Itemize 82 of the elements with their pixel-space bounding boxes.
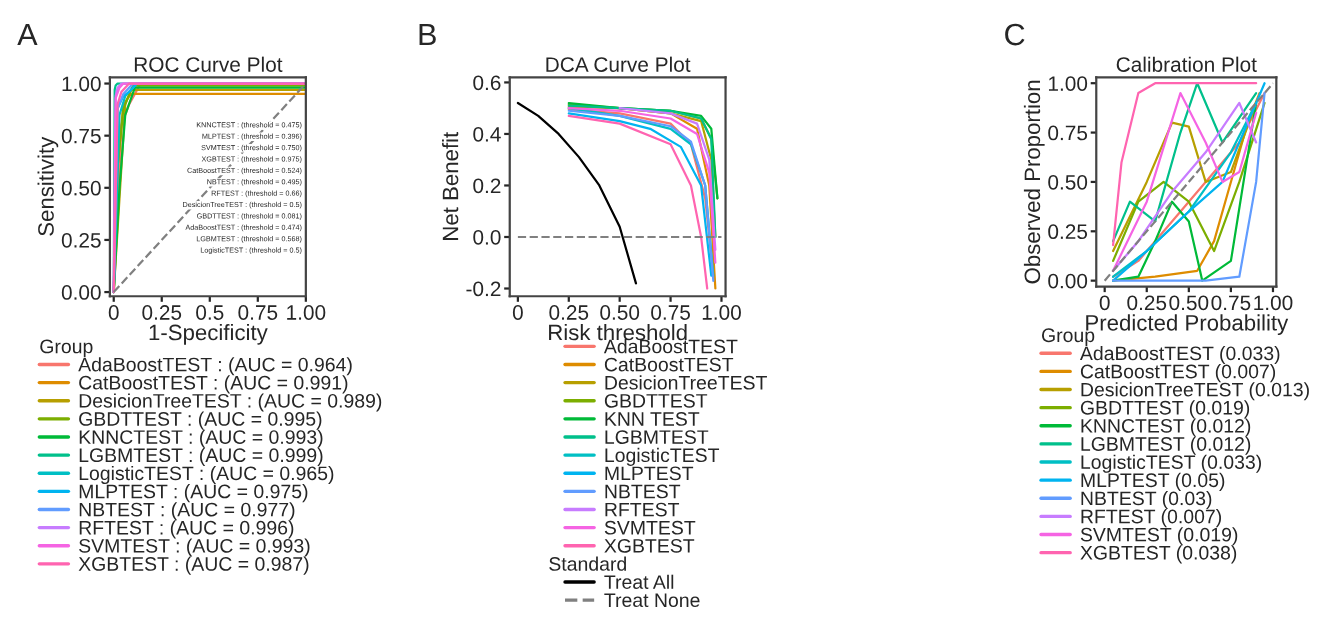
legend-label: CatBoostTEST (0.007) — [1080, 364, 1276, 383]
legend-label: RFTEST (0.007) — [1081, 509, 1221, 528]
legend-label: RFTEST — [605, 502, 680, 517]
legend-label: MLPTEST (0.05) — [1081, 472, 1225, 491]
legend-label: DesicionTreeTEST (0.013) — [1081, 382, 1309, 401]
x-tick-label: 0 — [1099, 295, 1110, 311]
legend-label: XGBTEST — [604, 538, 695, 553]
legend-label: KNN TEST — [605, 412, 700, 426]
legend-label: GBDTTEST (0.019) — [1080, 400, 1250, 419]
x-tick-label: 0.5 — [196, 305, 224, 320]
legend-label: SVMTEST — [604, 520, 696, 535]
y-tick-label: 0.00 — [61, 285, 101, 300]
legend-label: KNNCTEST (0.012) — [1081, 418, 1251, 437]
legend-label: GBDTTEST : (AUC = 0.995) — [79, 411, 322, 430]
y-tick-label: 0.2 — [473, 178, 501, 194]
y-tick-label: 0.25 — [1048, 224, 1088, 240]
legend-label: SVMTEST : (AUC = 0.993) — [79, 538, 310, 557]
legend-label: AdaBoostTEST — [603, 339, 738, 354]
y-tick-label: 0.0 — [473, 229, 501, 245]
x-tick-label: 1.00 — [702, 305, 741, 320]
legend-label: NBTEST (0.03) — [1081, 490, 1212, 510]
x-tick-label: 0.25 — [1127, 295, 1167, 311]
y-tick-label: 0.75 — [1048, 125, 1088, 141]
y-tick-label: 0.50 — [61, 180, 101, 196]
legend-label: LogisticTEST (0.033) — [1081, 454, 1261, 473]
y-tick-label: 1.00 — [1048, 76, 1088, 91]
x-tick-label: 0.50 — [600, 305, 640, 320]
legend-label: LGBMTEST (0.012) — [1081, 436, 1251, 455]
legend-label: Treat All — [604, 574, 674, 589]
legend-label: GBDTTEST — [604, 393, 708, 408]
x-tick-label: 0 — [108, 305, 119, 320]
y-axis-title: Sensitivity — [37, 136, 59, 236]
y-tick-label: 0.00 — [1048, 273, 1088, 289]
legend-label: SVMTEST (0.019) — [1080, 527, 1238, 546]
legend-label: RFTEST : (AUC = 0.996) — [79, 520, 294, 539]
legend-label: NBTEST : (AUC = 0.977) — [79, 502, 295, 521]
legend-label: CatBoostTEST : (AUC = 0.991) — [79, 375, 348, 394]
legend-label: KNNCTEST : (AUC = 0.993) — [79, 429, 323, 448]
text: Standard — [549, 556, 626, 571]
legend-title: Group — [40, 339, 93, 358]
x-tick-label: 0.25 — [549, 305, 589, 320]
legend-label: LGBMTEST : (AUC = 0.999) — [79, 447, 323, 466]
x-tick-label: 0.75 — [651, 305, 690, 320]
legend-label: LGBMTEST — [605, 430, 709, 444]
legend-label: XGBTEST (0.038) — [1080, 545, 1237, 564]
text: B — [419, 24, 436, 46]
y-tick-label: 0.50 — [1048, 174, 1088, 190]
legend-label: CatBoostTEST — [604, 357, 734, 372]
x-tick-label: 1.00 — [1254, 295, 1293, 311]
y-tick-label: 0.25 — [61, 232, 101, 248]
legend-label: LogisticTEST : (AUC = 0.965) — [79, 465, 334, 485]
chart-title: DCA Curve Plot — [546, 56, 691, 72]
x-axis-title: Risk threshold — [549, 323, 687, 341]
legend-label: AdaBoostTEST : (AUC = 0.964) — [78, 357, 352, 376]
y-axis-title: Observed Proportion — [1023, 80, 1045, 284]
x-tick-label: 0 — [512, 305, 523, 320]
legend-label: DesicionTreeTEST — [605, 375, 767, 390]
x-axis-title: 1-Specificity — [149, 323, 268, 345]
chart-title: ROC Curve Plot — [134, 56, 283, 72]
y-tick-label: 0.6 — [473, 75, 501, 91]
chart-title: Calibration Plot — [1116, 56, 1257, 72]
legend-label: DesicionTreeTEST : (AUC = 0.989) — [79, 393, 382, 412]
legend-title: Group — [1042, 328, 1095, 346]
text: A — [17, 24, 38, 46]
legend-label: Treat None — [604, 593, 700, 608]
y-tick-label: 0.75 — [61, 128, 101, 144]
y-tick-label: -0.2 — [466, 281, 501, 297]
legend-label: MLPTEST : (AUC = 0.975) — [79, 484, 308, 503]
x-tick-label: 1.00 — [287, 305, 326, 320]
y-axis-title: Net Benefit — [442, 131, 459, 240]
x-tick-label: 0.75 — [1211, 295, 1251, 311]
legend-label: NBTEST — [605, 484, 681, 499]
y-tick-label: 0.4 — [473, 126, 501, 142]
x-tick-label: 0.50 — [1169, 295, 1209, 311]
legend-label: AdaBoostTEST (0.033) — [1079, 345, 1280, 365]
y-tick-label: 1.00 — [62, 76, 101, 92]
x-tick-label: 0.75 — [238, 305, 278, 320]
legend-label: MLPTEST — [605, 466, 694, 481]
x-tick-label: 0.25 — [142, 305, 182, 320]
legend-label: LogisticTEST — [605, 447, 720, 466]
legend-label: XGBTEST : (AUC = 0.987) — [78, 556, 309, 575]
text: C — [1005, 23, 1025, 46]
